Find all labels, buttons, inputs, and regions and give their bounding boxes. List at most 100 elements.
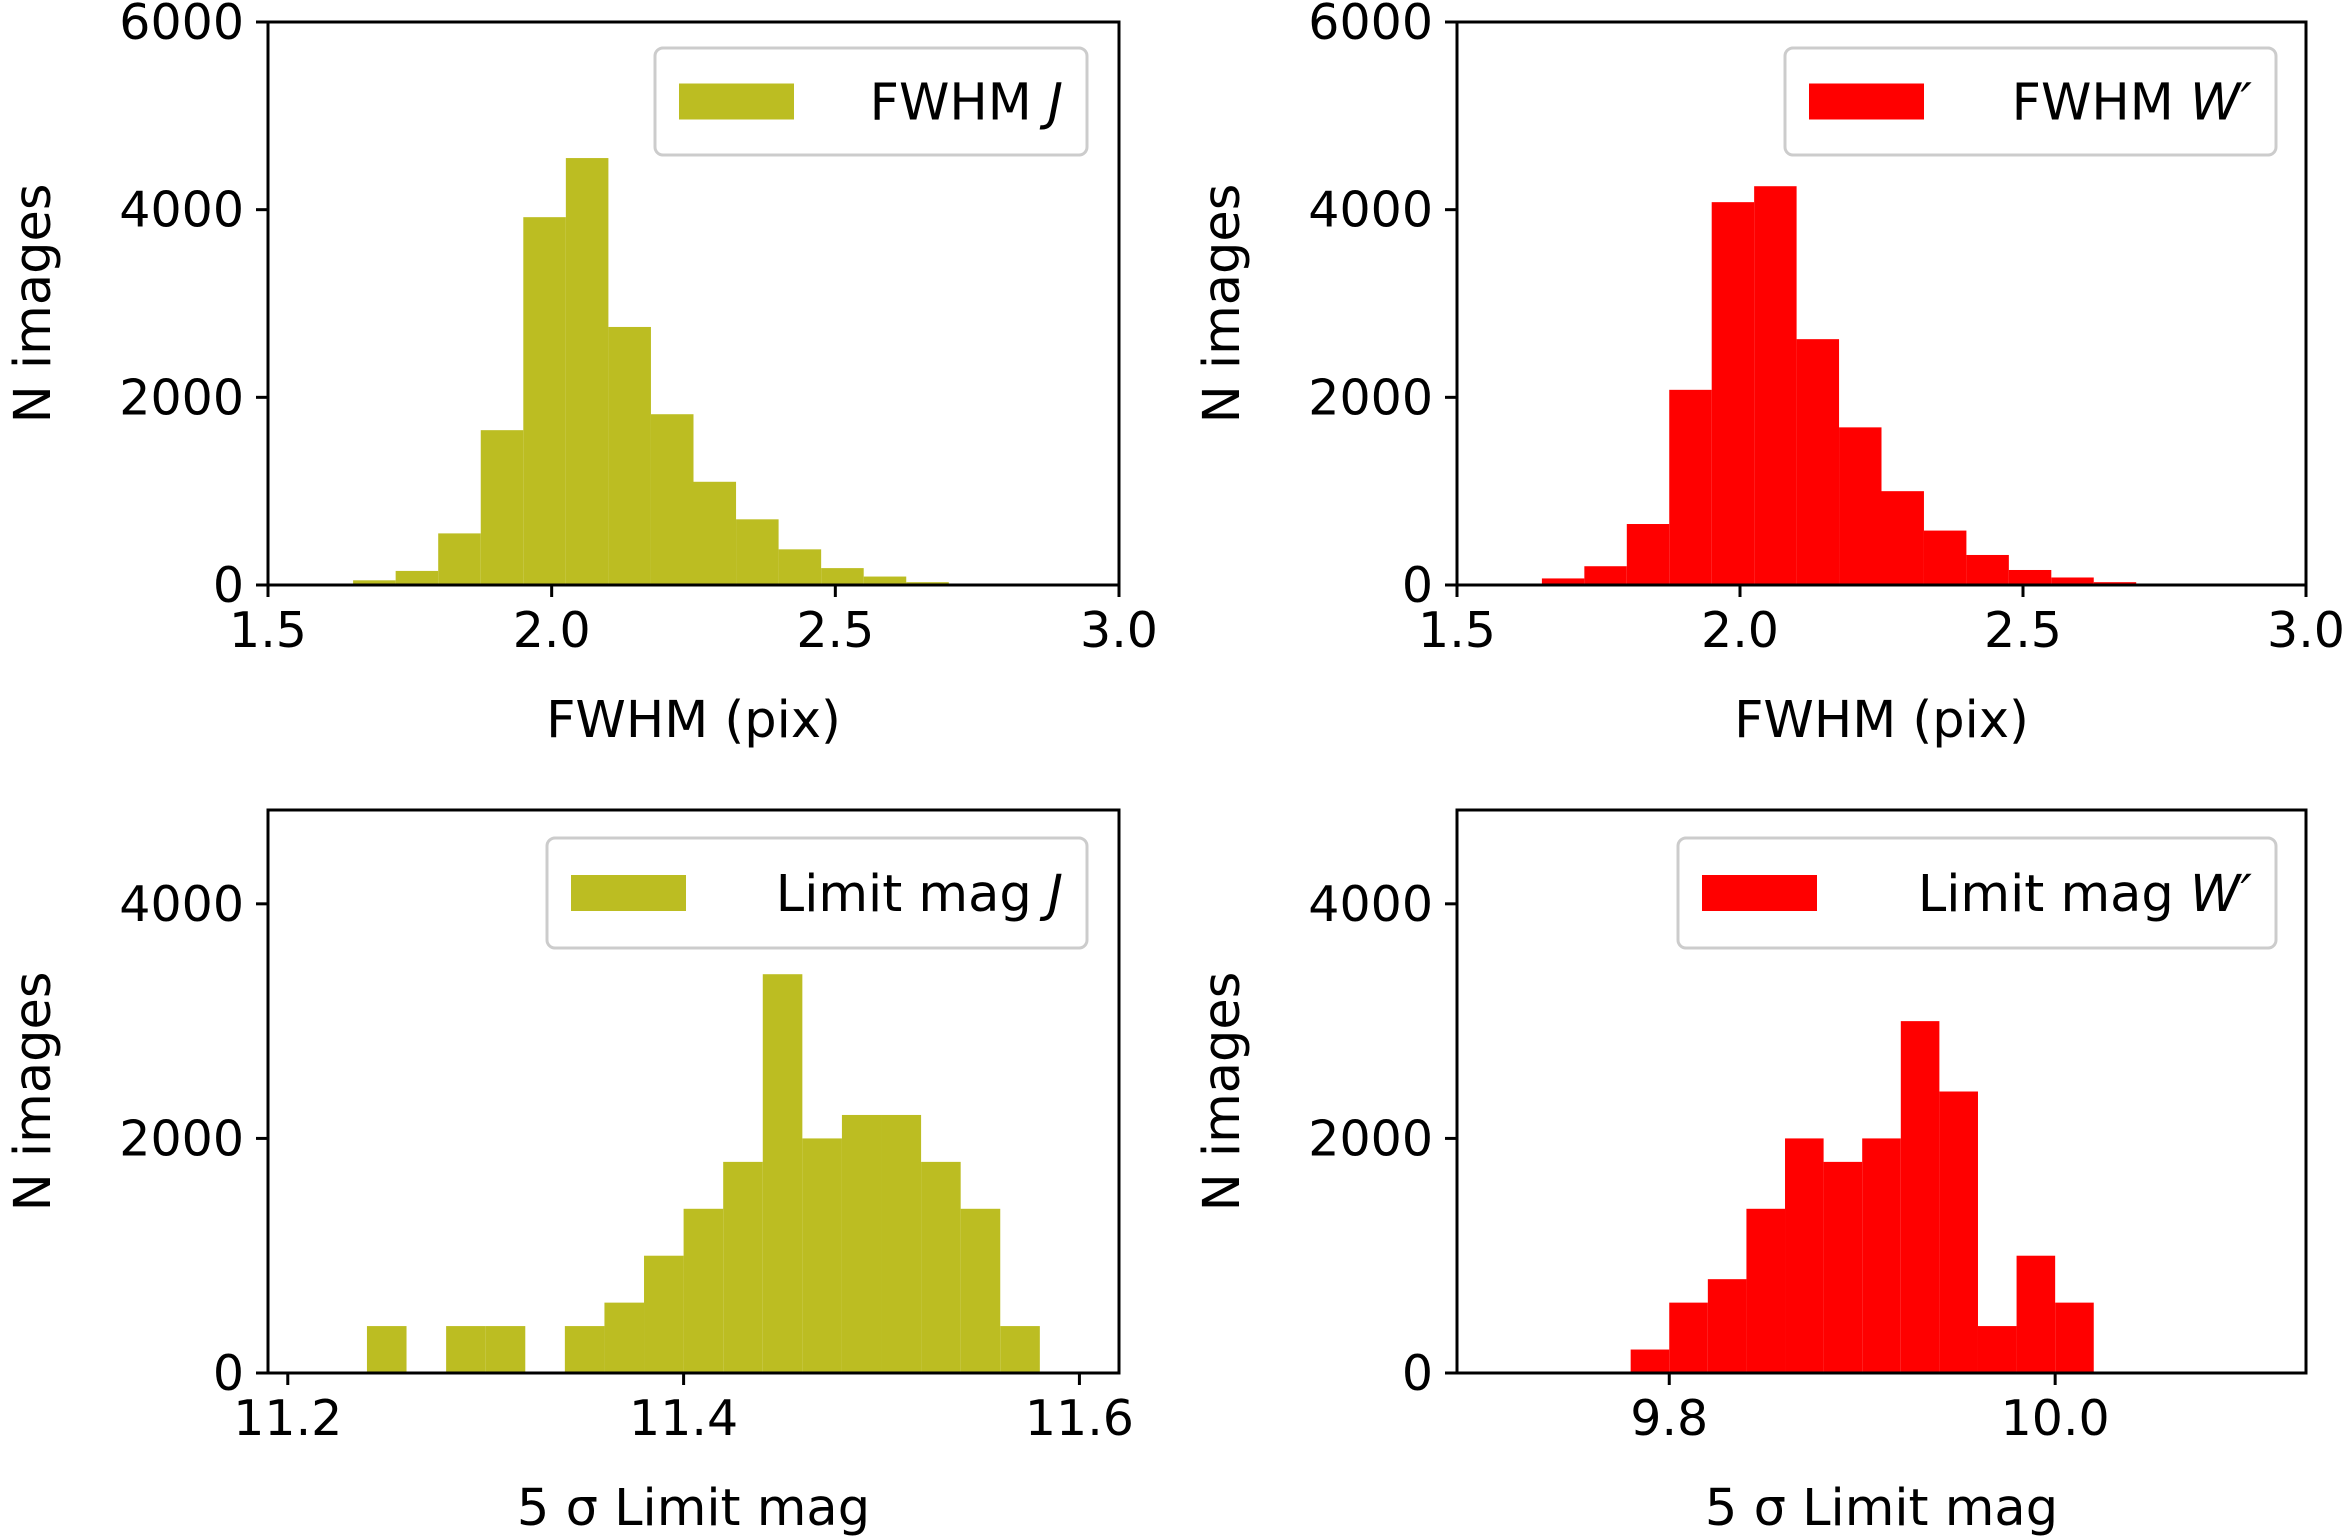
y-tick-label: 2000	[1308, 1110, 1433, 1167]
histogram-bar	[2051, 577, 2094, 585]
histogram-bar	[1669, 1302, 1708, 1374]
histogram-bar	[353, 580, 396, 585]
histogram-bar	[1823, 1161, 1863, 1374]
legend-label-text: Limit mag	[1918, 865, 2190, 924]
histogram-bar	[1707, 1279, 1747, 1373]
y-tick-label: 2000	[119, 369, 244, 426]
legend-label: Limit mag J	[776, 865, 1063, 924]
x-tick-label: 10.0	[2001, 1390, 2110, 1447]
histogram-bar	[1881, 491, 1924, 585]
legend-swatch	[571, 875, 686, 911]
axes-frame	[1455, 20, 2308, 587]
histogram-bar	[480, 430, 524, 585]
histogram-bar	[778, 549, 822, 585]
histogram-bar	[881, 1114, 922, 1373]
histogram-bar	[1796, 339, 1840, 585]
chart-panel-1: 1.5 2.0 2.5 3.0 0 2000 4000 6000 FWHM (pix) N ima…	[4, 0, 1158, 750]
legend-label-text: FWHM	[2012, 74, 2190, 133]
legend-box	[545, 836, 1089, 950]
x-tick-label: 9.8	[1630, 1390, 1708, 1447]
x-tick-label: 1.5	[1418, 602, 1496, 659]
y-tick-label: 4000	[1308, 876, 1433, 933]
axes-frame	[1455, 808, 2308, 1375]
y-tick-label: 4000	[119, 876, 244, 933]
y-tick-label: 0	[213, 1345, 244, 1402]
legend-label-band: W′	[2190, 74, 2252, 133]
histogram-bar	[523, 217, 566, 586]
histogram-bar	[2016, 1255, 2056, 1373]
legend: Limit mag W′	[1676, 836, 2278, 950]
legend: FWHM J	[653, 46, 1089, 157]
x-tick-label: 3.0	[2267, 602, 2345, 659]
axes-frame	[266, 808, 1121, 1375]
histogram-bar	[1785, 1138, 1824, 1373]
histogram-bar	[2008, 569, 2052, 585]
histogram-bar	[762, 974, 803, 1373]
legend-label-text: FWHM	[870, 74, 1048, 133]
x-tick-label: 3.0	[1080, 602, 1158, 659]
x-tick-label: 2.0	[513, 602, 591, 659]
histogram-bar	[1711, 202, 1755, 585]
x-tick-label: 2.5	[1984, 602, 2062, 659]
histogram-bar	[1977, 1326, 2017, 1373]
y-tick-label: 0	[1402, 557, 1433, 614]
histogram-bar	[802, 1138, 842, 1373]
histogram-bar	[1541, 578, 1585, 585]
x-axis-label: 5 σ Limit mag	[517, 1479, 870, 1538]
chart-panel-4: 9.8 10.0 0 2000 4000 5 σ Limit mag N images Lim…	[1193, 808, 2308, 1538]
histogram-bar	[863, 576, 907, 585]
histogram-bar	[693, 481, 737, 585]
histogram-bar	[565, 158, 609, 585]
histogram-bar	[921, 1161, 961, 1374]
histogram-bar	[650, 414, 694, 585]
y-tick-label: 6000	[119, 0, 244, 51]
y-tick-label: 4000	[1308, 182, 1433, 239]
histogram-bar	[1669, 389, 1712, 585]
histogram-bar	[736, 519, 779, 585]
y-axis-label: N images	[1193, 184, 1252, 424]
histogram-bar	[1939, 1091, 1978, 1373]
x-tick-label: 11.6	[1025, 1390, 1134, 1447]
legend: Limit mag J	[545, 836, 1089, 950]
histogram-bar	[1746, 1208, 1786, 1373]
histogram-bar	[366, 1326, 407, 1373]
legend-box	[653, 46, 1089, 157]
y-axis-label: N images	[4, 972, 63, 1212]
histogram-bar	[1839, 427, 1882, 585]
x-tick-label: 1.5	[229, 602, 307, 659]
legend-box	[1783, 46, 2278, 157]
histogram-bar	[960, 1208, 1001, 1373]
x-axis-label: FWHM (pix)	[1734, 691, 2029, 750]
histogram-bar	[1966, 554, 2009, 585]
histogram-bar	[1862, 1138, 1901, 1373]
legend: FWHM W′	[1783, 46, 2278, 157]
histogram-bar	[438, 533, 481, 585]
y-axis-label: N images	[1193, 972, 1252, 1212]
histogram-bar	[1754, 186, 1797, 585]
axes-frame	[266, 20, 1121, 587]
histogram-bar	[564, 1326, 605, 1373]
histogram-bar	[1630, 1349, 1670, 1373]
histogram-bar	[1626, 524, 1670, 585]
histogram-bar	[1923, 530, 1967, 585]
histogram-bar	[821, 568, 864, 585]
y-tick-label: 0	[213, 557, 244, 614]
legend-label: FWHM W′	[2012, 74, 2253, 133]
legend-label: Limit mag W′	[1918, 865, 2253, 924]
histogram-bar	[604, 1302, 645, 1374]
y-tick-label: 0	[1402, 1345, 1433, 1402]
legend-label-band: W′	[2190, 865, 2252, 924]
histogram-bar	[723, 1161, 763, 1374]
legend-swatch	[1702, 875, 1817, 911]
histogram-bar	[608, 326, 651, 585]
histogram-bar	[446, 1326, 486, 1373]
x-axis-label: 5 σ Limit mag	[1705, 1479, 2058, 1538]
histogram-bar	[841, 1114, 882, 1373]
histogram-bar	[395, 570, 439, 585]
x-tick-label: 2.0	[1701, 602, 1779, 659]
x-tick-label: 2.5	[796, 602, 874, 659]
y-tick-label: 2000	[119, 1110, 244, 1167]
legend-label: FWHM J	[870, 74, 1063, 133]
histogram-bar	[683, 1208, 724, 1373]
